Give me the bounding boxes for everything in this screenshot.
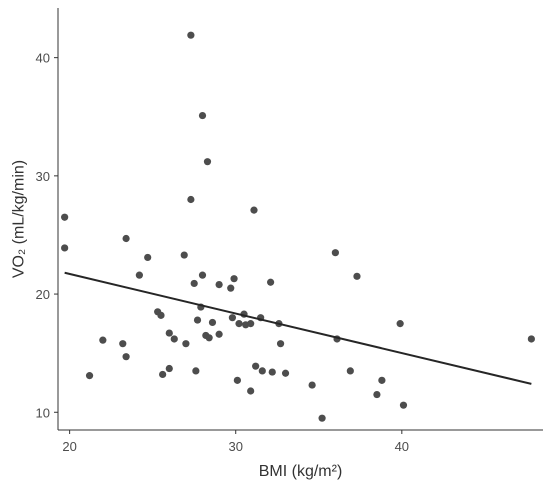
data-point [247, 387, 255, 395]
y-axis-ticks: 10 20 30 40 [36, 51, 58, 420]
x-tick-label: 30 [228, 439, 242, 454]
data-point [208, 318, 217, 327]
data-point [122, 234, 130, 243]
data-point [85, 372, 94, 380]
data-point [122, 353, 130, 361]
data-point [187, 195, 195, 204]
data-point [258, 367, 266, 375]
data-point [396, 320, 404, 328]
data-point [193, 316, 202, 324]
data-point [250, 206, 258, 214]
data-point [190, 279, 198, 288]
data-point [527, 335, 535, 343]
data-point [187, 31, 195, 39]
data-point [165, 329, 173, 337]
y-tick-label: 30 [36, 169, 50, 184]
data-point [247, 320, 255, 328]
data-point [318, 414, 326, 422]
data-point [99, 336, 107, 344]
data-point [346, 367, 354, 375]
data-point [165, 364, 173, 373]
data-point [353, 272, 361, 280]
data-point [203, 158, 212, 166]
data-point [61, 213, 69, 221]
data-point [61, 244, 69, 252]
y-axis-title: VO₂ (mL/kg/min) [11, 160, 28, 278]
x-tick-label: 20 [62, 439, 76, 454]
data-point [144, 253, 152, 262]
x-tick-label: 40 [395, 439, 409, 454]
data-point [215, 281, 223, 289]
data-point [205, 334, 213, 342]
data-point [182, 340, 190, 348]
data-point [233, 376, 241, 384]
data-point [230, 275, 238, 283]
data-point [268, 368, 276, 376]
data-point [308, 381, 316, 389]
data-point [157, 311, 165, 319]
y-tick-label: 40 [36, 51, 50, 66]
data-point [281, 369, 290, 377]
data-point [252, 362, 260, 370]
data-point [135, 271, 143, 279]
data-point [228, 314, 237, 322]
data-point [267, 278, 275, 286]
data-point [276, 340, 285, 348]
data-point [159, 370, 167, 379]
data-point [399, 401, 408, 409]
trend-line [64, 271, 532, 385]
data-point [198, 111, 207, 120]
data-point [378, 376, 386, 384]
data-point [119, 340, 127, 348]
x-axis-title: BMI (kg/m²) [259, 463, 343, 480]
data-point [331, 249, 339, 257]
y-tick-label: 10 [36, 405, 50, 420]
x-axis-ticks: 20 30 40 [62, 430, 409, 454]
y-tick-label: 20 [36, 287, 50, 302]
data-point [373, 390, 381, 399]
data-point [170, 335, 178, 343]
data-point [227, 284, 235, 292]
data-point [215, 330, 223, 338]
plot-area [61, 31, 535, 422]
data-point [198, 271, 207, 279]
data-point [180, 251, 188, 259]
data-point [192, 367, 200, 375]
data-point [235, 320, 243, 328]
